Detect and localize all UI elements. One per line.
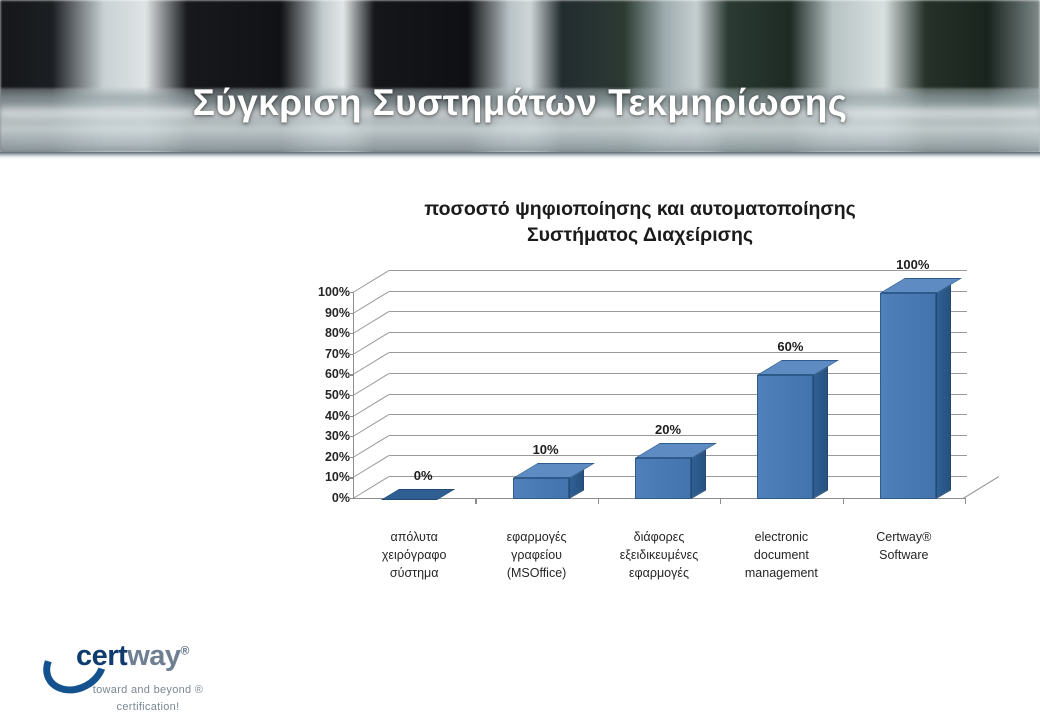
y-tick-mark [348, 456, 354, 458]
gridline [389, 434, 967, 436]
gridline [389, 331, 967, 333]
x-category-label: electronic document management [744, 530, 818, 581]
floor-right-edge [962, 476, 1000, 500]
x-category-label: διάφορες εξειδικευμένες εφαρμογές [619, 530, 699, 581]
bar: 0% [381, 468, 456, 500]
gridline-depth [352, 434, 390, 458]
gridline [389, 393, 967, 395]
x-tick-mark [720, 498, 722, 504]
bar: 60% [757, 339, 840, 499]
gridline [389, 311, 967, 313]
page-title: Σύγκριση Συστημάτων Τεκμηρίωσης [192, 82, 848, 123]
gridline-depth [352, 331, 390, 355]
y-tick-label: 50% [324, 388, 350, 402]
y-tick-label: 60% [324, 367, 350, 382]
bar-chart: ποσοστό ψηφιοποίησης και αυτοματοποίησης… [290, 186, 1000, 586]
gridline-depth [352, 311, 390, 335]
bar-value-label: 20% [654, 421, 682, 437]
y-tick-mark [348, 415, 354, 417]
registered-mark-icon: ® [180, 643, 190, 658]
bar-front-face [757, 375, 814, 499]
y-tick-label: 30% [324, 429, 350, 444]
gridline-depth [352, 373, 390, 397]
y-tick-label: 100% [318, 285, 350, 299]
y-tick-mark [348, 374, 354, 376]
gridline-depth [352, 352, 390, 376]
bar-value-label: 100% [896, 257, 930, 272]
gridline-depth [352, 290, 390, 314]
gridline-depth [352, 270, 390, 294]
bar: 10% [512, 442, 595, 499]
x-category-label: Certway® Software [876, 530, 932, 563]
gridline-depth [352, 393, 390, 417]
y-tick-label: 80% [324, 326, 350, 341]
logo-wordmark: certway® [76, 640, 189, 673]
logo-tagline: toward and beyond ® certification! [92, 684, 204, 714]
y-tick-label: 10% [324, 470, 350, 485]
x-tick-mark [597, 498, 599, 504]
header-divider [0, 152, 1040, 160]
bar: 20% [635, 422, 717, 499]
logo-way-text: way [127, 640, 181, 672]
y-tick-mark [348, 333, 354, 335]
y-tick-label: 40% [324, 408, 350, 423]
gridline [389, 352, 967, 354]
x-axis-labels: απόλυτα χειρόγραφο σύστημα εφαρμογές γραφ… [290, 524, 990, 586]
logo-cert-text: cert [76, 640, 128, 672]
gridline [389, 373, 967, 375]
bar: 100% [879, 257, 962, 499]
y-tick-mark [348, 353, 354, 355]
y-tick-mark [348, 436, 354, 438]
bar-top-face [381, 489, 456, 500]
y-tick-label: 0% [331, 491, 350, 505]
chart-plot-area: 0% 10% 20% 30% 40% 50% 60% 70% 80% 90% 100% 0% 10% 2… [290, 257, 1000, 518]
y-axis-line [353, 292, 355, 498]
gridline-depth [352, 476, 390, 500]
y-tick-mark [348, 498, 354, 500]
bar-front-face [635, 457, 691, 499]
y-tick-label: 20% [324, 449, 350, 464]
bar-value-label: 10% [532, 442, 559, 458]
y-tick-mark [348, 477, 354, 479]
bar-side-face [935, 284, 951, 499]
gridline-depth [352, 455, 390, 479]
bar-front-face [512, 478, 569, 499]
x-tick-mark [842, 498, 844, 504]
x-tick-mark [965, 498, 967, 504]
bar-value-label: 60% [777, 339, 804, 355]
bar-side-face [813, 366, 829, 499]
y-tick-mark [348, 292, 354, 294]
slide-header: Σύγκριση Συστημάτων Τεκμηρίωσης [0, 0, 1040, 160]
certway-logo: certway® toward and beyond ® certificati… [33, 625, 258, 713]
x-tick-mark [475, 498, 477, 504]
y-axis-labels: 0% 10% 20% 30% 40% 50% 60% 70% 80% 90% 100% [290, 270, 350, 518]
gridline [389, 290, 967, 292]
gridline [389, 414, 967, 416]
bar-front-face [879, 293, 936, 499]
bar-value-label: 0% [413, 468, 433, 483]
y-tick-label: 70% [324, 346, 350, 361]
x-category-label: εφαρμογές γραφείου (MSOffice) [506, 530, 567, 581]
chart-title: ποσοστό ψηφιοποίησης και αυτοματοποίησης… [424, 198, 856, 247]
y-tick-mark [348, 312, 354, 314]
y-tick-label: 90% [324, 305, 350, 320]
y-tick-mark [348, 395, 354, 397]
x-category-label: απόλυτα χειρόγραφο σύστημα [381, 530, 447, 581]
gridline [389, 270, 967, 272]
gridline-depth [352, 414, 390, 438]
table-sheen-decoration [0, 104, 1040, 122]
